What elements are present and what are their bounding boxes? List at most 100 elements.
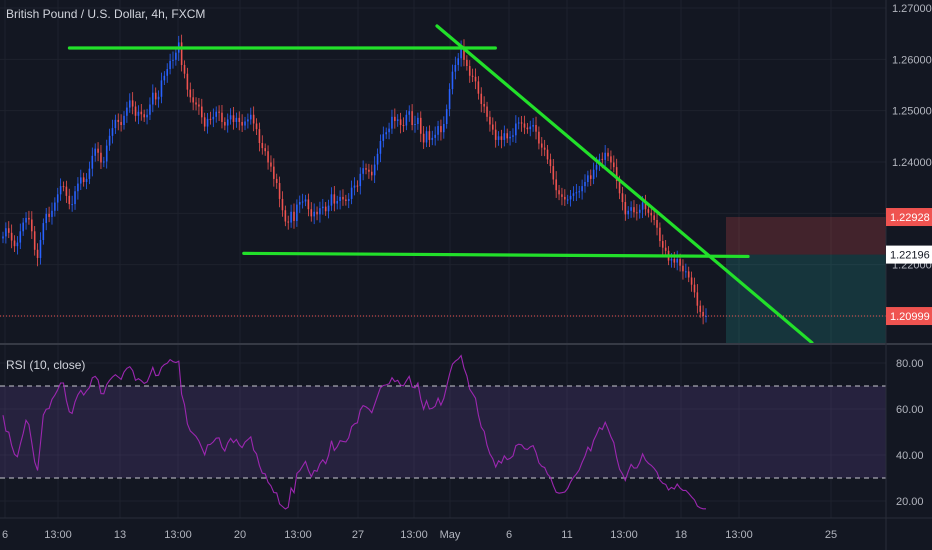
candle-body <box>59 186 62 195</box>
candle-body <box>633 207 635 213</box>
time-tick-label: 18 <box>675 529 687 541</box>
time-tick-label: 13:00 <box>400 529 428 541</box>
price-labels: 1.22928 1.22196 1.20999 <box>886 208 932 326</box>
candle-body <box>529 126 532 130</box>
candle-body <box>10 232 13 241</box>
candle-body <box>212 116 215 120</box>
candle-body <box>411 111 413 126</box>
candle-body <box>103 161 105 163</box>
time-tick-label: 6 <box>2 529 8 541</box>
price-pane-bg <box>0 0 886 343</box>
candle-body <box>16 242 19 247</box>
candle-body <box>535 125 537 132</box>
candle-body <box>247 119 249 122</box>
candle-body <box>434 134 436 138</box>
candle-body <box>218 111 220 113</box>
candle-body <box>500 136 503 140</box>
candle-body <box>201 106 203 118</box>
price-label-text: 1.22196 <box>890 250 930 262</box>
price-tick-label: 1.27000 <box>892 3 932 15</box>
candle-body <box>322 206 324 209</box>
candle-body <box>443 124 445 133</box>
candle-body <box>696 292 699 306</box>
trendline-descending[interactable] <box>435 24 814 345</box>
rsi-tick-label: 80.00 <box>896 358 924 370</box>
candle-body <box>584 182 586 187</box>
time-tick-label: 6 <box>506 529 512 541</box>
candle-body <box>647 209 650 213</box>
candle-body <box>376 153 379 165</box>
rsi-axis[interactable]: 80.00 60.00 40.00 20.00 <box>896 358 924 508</box>
candle-body <box>391 116 393 129</box>
candle-body <box>581 186 583 192</box>
candle-body <box>636 212 638 214</box>
candle-body <box>566 199 569 201</box>
rsi-pane-bg <box>0 345 886 517</box>
candle-body <box>661 241 664 248</box>
rsi-tick-label: 60.00 <box>896 404 924 416</box>
price-axis[interactable]: 1.270001.260001.250001.240001.230001.220… <box>892 3 932 323</box>
candle-body <box>258 129 261 143</box>
candle-body <box>604 152 606 160</box>
candle-body <box>91 155 94 169</box>
trendlines[interactable] <box>67 24 814 345</box>
candle-body <box>154 92 157 100</box>
candle-body <box>468 66 471 76</box>
candle-body <box>627 210 630 215</box>
candle-body <box>111 128 114 136</box>
candle-body <box>336 201 339 204</box>
candle-body <box>693 284 696 293</box>
candle-body <box>65 186 68 196</box>
candle-body <box>232 115 235 122</box>
candle-body <box>347 198 350 202</box>
candle-body <box>618 180 621 194</box>
candle-body <box>304 199 307 202</box>
candle-body <box>474 76 477 82</box>
price-label-text: 1.20999 <box>890 311 930 323</box>
candle-body <box>114 119 117 129</box>
candle-body <box>428 131 431 140</box>
candle-body <box>641 202 644 210</box>
candle-body <box>638 209 641 213</box>
candle-body <box>298 202 301 205</box>
candle-body <box>365 168 367 170</box>
time-axis[interactable]: 6 13:00 13 13:00 20 13:00 27 13:00 May 6 11 13:00 18… <box>2 529 837 541</box>
candle-body <box>143 114 145 118</box>
candle-body <box>402 125 405 127</box>
candle-body <box>422 133 425 143</box>
candle-body <box>105 145 108 162</box>
candle-body <box>702 311 704 316</box>
candle-body <box>615 167 618 181</box>
price-label-box <box>886 245 932 264</box>
candle-body <box>396 119 399 121</box>
position-tool[interactable] <box>726 217 886 343</box>
candle-body <box>685 271 687 273</box>
candle-body <box>149 104 151 115</box>
candle-body <box>2 236 4 239</box>
time-tick-label: 13:00 <box>44 529 72 541</box>
trendline-support[interactable] <box>242 251 750 259</box>
candle-body <box>345 199 347 202</box>
candle-body <box>131 100 134 107</box>
candle-body <box>270 162 272 167</box>
candle-body <box>85 178 88 183</box>
candle-body <box>278 183 281 199</box>
candles <box>0 34 886 325</box>
candle-body <box>137 111 140 116</box>
candle-body <box>209 118 212 120</box>
time-tick-label: May <box>440 529 461 541</box>
candle-body <box>316 211 318 215</box>
rsi-title: RSI (10, close) <box>6 358 86 372</box>
candle-body <box>301 201 304 203</box>
candle-body <box>319 208 321 215</box>
target-zone[interactable] <box>726 254 886 343</box>
candle-body <box>414 124 416 126</box>
candle-body <box>51 210 53 217</box>
candle-body <box>163 75 166 81</box>
stop-zone[interactable] <box>726 217 886 255</box>
candle-body <box>523 123 526 128</box>
candle-body <box>13 240 16 247</box>
candle-body <box>215 111 217 117</box>
candle-body <box>417 117 419 125</box>
